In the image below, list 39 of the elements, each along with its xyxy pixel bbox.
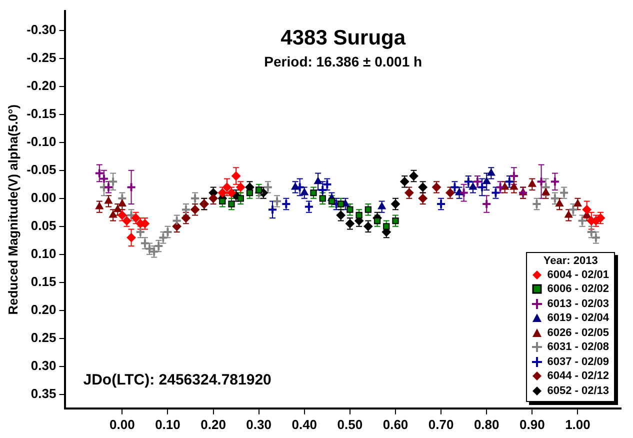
y-tick-label: 0.25 [30,330,56,345]
y-tick-label: -0.15 [26,106,56,121]
x-tick-label: 1.00 [565,416,590,432]
x-tick-label: 0.90 [520,416,545,432]
y-tick-label: -0.10 [26,134,56,149]
y-tick-label: 0.15 [30,274,56,289]
y-tick-label: 0.20 [30,302,56,317]
y-axis-title: Reduced Magnitude(V) alpha(5.0°) [5,104,20,315]
legend-title: Year: 2013 [542,254,599,266]
y-tick-label: -0.20 [26,78,56,93]
x-tick-label: 0.60 [382,416,408,432]
annotation: JDo(LTC): 2456324.781920 [83,372,272,389]
legend-label: 6019 - 02/04 [547,312,609,324]
text: Period: 16.386 ± 0.001 h [264,54,422,70]
legend-label: 6013 - 02/03 [547,298,609,310]
legend-label: 6052 - 02/13 [547,384,609,397]
legend-label: 6044 - 02/12 [547,370,609,382]
y-tick-label: -0.05 [26,162,56,177]
y-tick-label: 0.10 [30,246,56,261]
x-tick-label: 0.10 [155,416,180,432]
legend-label: 6004 - 02/01 [547,268,609,281]
text: 4383 Suruga [280,26,406,50]
x-tick-label: 0.00 [110,416,135,432]
x-tick-label: 0.70 [428,416,454,432]
x-tick-label: 0.40 [292,416,318,432]
legend-label: 6031 - 02/08 [547,341,609,354]
x-tick-label: 0.50 [337,416,363,432]
y-tick-label: -0.25 [26,50,56,65]
x-tick-label: 0.80 [474,416,500,432]
y-tick-label: 0.05 [30,218,56,233]
x-tick-label: 0.30 [246,416,272,432]
legend-label: 6037 - 02/09 [547,356,609,368]
y-tick-label: 0.00 [30,190,56,205]
legend-label: 6026 - 02/05 [547,326,609,339]
y-tick-label: 0.30 [30,358,56,373]
y-tick-label: -0.30 [26,22,56,37]
y-tick-label: 0.35 [30,386,56,401]
legend-label: 6006 - 02/02 [547,283,609,296]
x-tick-label: 0.20 [200,416,226,432]
